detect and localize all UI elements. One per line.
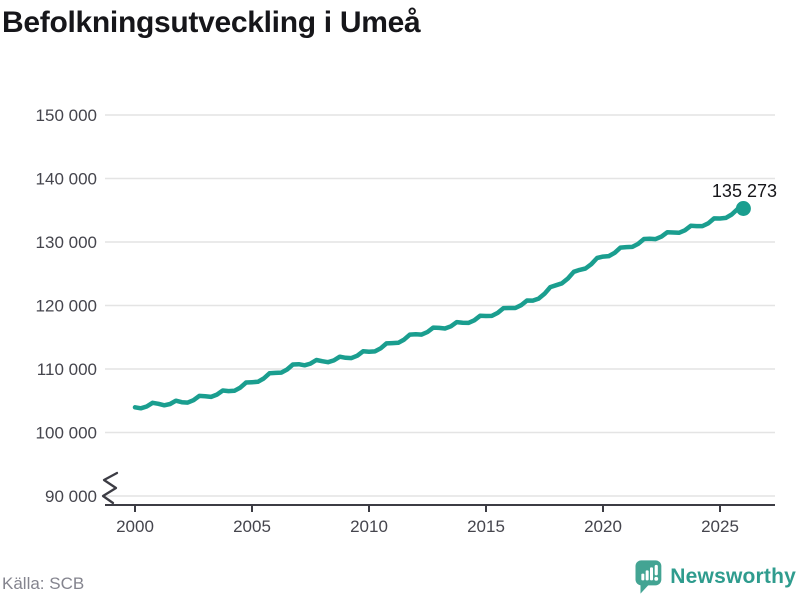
- y-tick-label: 140 000: [36, 170, 97, 189]
- x-tick-label: 2005: [233, 517, 271, 536]
- chart-title: Befolkningsutveckling i Umeå: [2, 6, 421, 39]
- x-tick-label: 2000: [116, 517, 154, 536]
- x-tick-label: 2015: [467, 517, 505, 536]
- x-tick-label: 2025: [701, 517, 739, 536]
- latest-value-label: 135 273: [712, 181, 777, 201]
- x-tick-label: 2020: [584, 517, 622, 536]
- y-tick-label: 120 000: [36, 297, 97, 316]
- x-tick-label: 2010: [350, 517, 388, 536]
- source-caption: Källa: SCB: [2, 574, 85, 593]
- y-tick-label: 150 000: [36, 106, 97, 125]
- latest-point-dot: [735, 201, 751, 216]
- y-tick-label: 90 000: [45, 487, 97, 506]
- newsworthy-wordmark: Newsworthy: [670, 565, 796, 588]
- newsworthy-logo: Newsworthy: [633, 559, 796, 595]
- y-tick-label: 110 000: [37, 360, 97, 379]
- y-tick-label: 100 000: [36, 424, 97, 443]
- population-line: [132, 206, 746, 411]
- y-tick-label: 130 000: [36, 233, 97, 252]
- axis-break-icon: [101, 471, 119, 505]
- newsworthy-logo-icon: [635, 560, 662, 594]
